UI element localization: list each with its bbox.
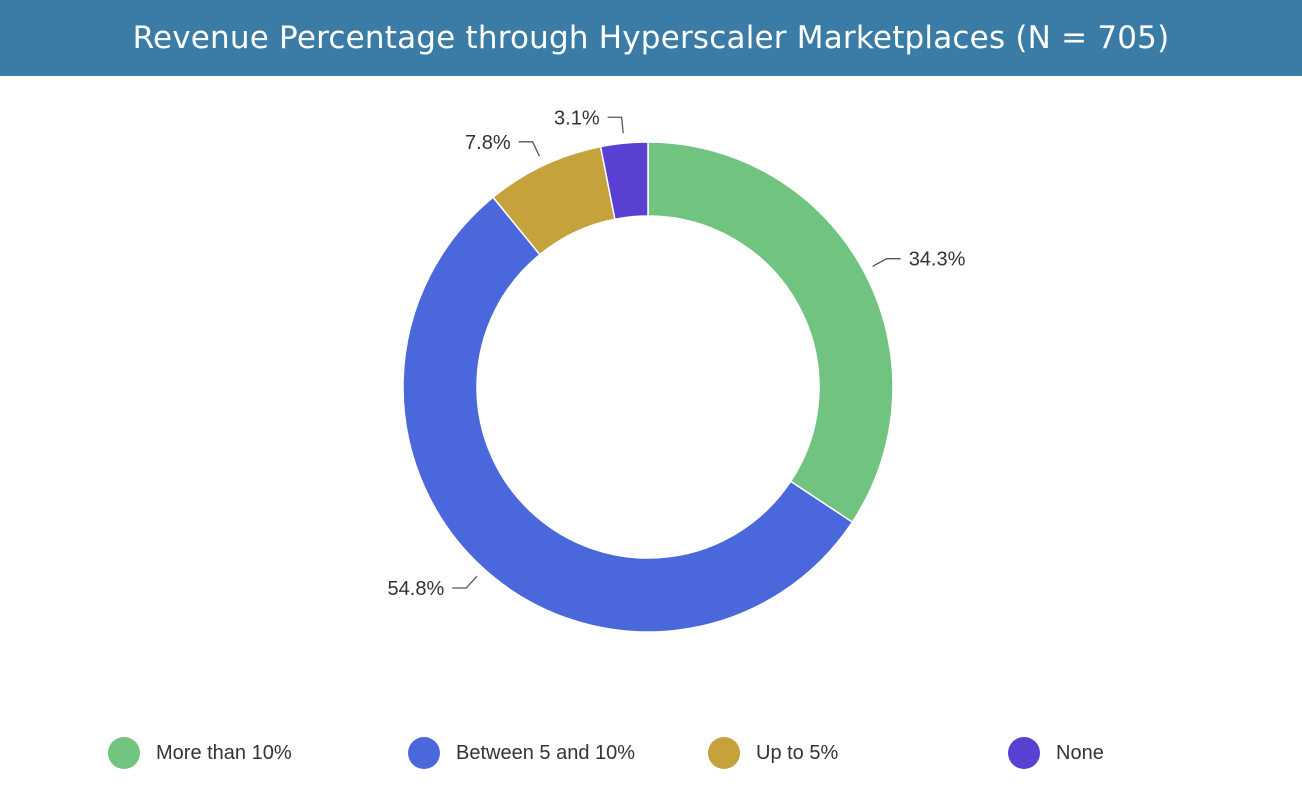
legend-label-between-5-and-10: Between 5 and 10% bbox=[456, 741, 636, 764]
leader-line-more-than-10 bbox=[872, 258, 901, 267]
chart-title: Revenue Percentage through Hyperscaler M… bbox=[132, 20, 1170, 56]
leader-line-up-to-5 bbox=[518, 141, 541, 157]
leader-line-between-5-and-10 bbox=[452, 575, 478, 589]
legend-swatch-none bbox=[1008, 737, 1040, 769]
legend-label-up-to-5: Up to 5% bbox=[756, 741, 839, 764]
donut-chart: 34.3% 54.8% 7.8% 3.1% bbox=[388, 107, 966, 633]
legend-swatch-up-to-5 bbox=[708, 737, 740, 769]
legend-item-none[interactable]: None bbox=[1008, 730, 1104, 776]
data-label-between-5-and-10: 54.8% bbox=[388, 578, 445, 600]
legend-label-none: None bbox=[1056, 741, 1104, 764]
slice-between-5-and-10[interactable] bbox=[402, 196, 854, 633]
chart-header: Revenue Percentage through Hyperscaler M… bbox=[0, 0, 1302, 76]
legend-swatch-more-than-10 bbox=[108, 737, 140, 769]
legend-item-more-than-10[interactable]: More than 10% bbox=[108, 730, 292, 776]
legend-label-more-than-10: More than 10% bbox=[156, 741, 292, 764]
data-label-up-to-5: 7.8% bbox=[465, 132, 511, 154]
legend-swatch-between-5-and-10 bbox=[408, 737, 440, 769]
slice-more-than-10[interactable] bbox=[647, 141, 894, 524]
slice-none[interactable] bbox=[599, 141, 649, 221]
leader-line-none bbox=[607, 116, 624, 134]
legend-item-up-to-5[interactable]: Up to 5% bbox=[708, 730, 838, 776]
chart-legend: More than 10% Between 5 and 10% Up to 5%… bbox=[0, 730, 1302, 776]
data-label-none: 3.1% bbox=[554, 107, 600, 129]
legend-item-between-5-and-10[interactable]: Between 5 and 10% bbox=[408, 730, 635, 776]
data-label-more-than-10: 34.3% bbox=[909, 249, 966, 271]
